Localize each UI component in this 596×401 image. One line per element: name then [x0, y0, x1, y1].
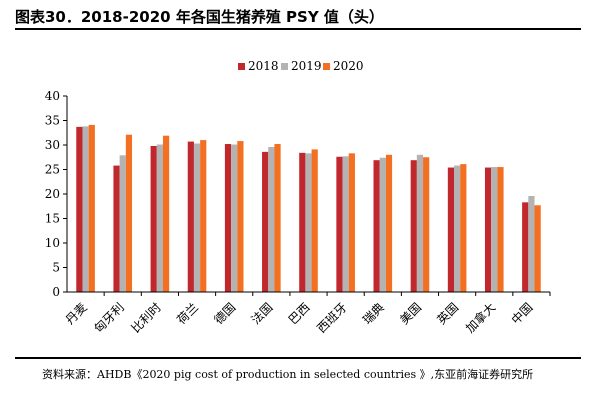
bar-2018 [113, 165, 120, 292]
legend-swatch-2020 [323, 63, 330, 70]
bar-2020 [497, 167, 504, 292]
x-tick-label: 美国 [397, 300, 424, 327]
bar-2020 [311, 149, 318, 292]
x-tick-label: 中国 [508, 300, 536, 328]
bar-2020 [200, 140, 207, 292]
legend-label-2020: 2020 [333, 59, 364, 73]
bar-2020 [385, 154, 393, 292]
x-tick-label: 西班牙 [314, 300, 349, 335]
legend-swatch-2018 [238, 63, 245, 70]
y-tick-label: 30 [45, 138, 60, 152]
x-tick-label: 匈牙利 [91, 300, 126, 335]
figure-title: 图表30．2018-2020 年各国生猪养殖 PSY 值（头） [15, 8, 384, 26]
y-tick-label: 25 [45, 163, 60, 177]
x-tick-label: 英国 [434, 300, 461, 327]
bar-2018 [484, 167, 492, 292]
bar-2019 [416, 154, 424, 292]
source-rule [15, 357, 581, 359]
x-tick-label: 比利时 [129, 300, 164, 335]
bar-2020 [125, 134, 133, 292]
bar-2019 [305, 153, 312, 292]
bar-2019 [82, 126, 89, 292]
x-tick-label: 加拿大 [462, 300, 498, 336]
x-tick-label: 丹麦 [63, 300, 90, 327]
bar-2018 [187, 141, 194, 292]
bar-2018 [224, 144, 232, 292]
bar-2019 [231, 144, 238, 292]
bar-2019 [379, 157, 386, 292]
y-tick-label: 0 [52, 285, 60, 299]
legend-label-2019: 2019 [291, 59, 322, 73]
y-tick-label: 20 [45, 187, 60, 201]
bar-2018 [150, 145, 157, 292]
y-axis: 0 5 10 15 20 25 30 35 40 [45, 89, 68, 299]
bar-2018 [410, 160, 417, 292]
bar-2018 [522, 202, 529, 292]
bar-2020 [274, 144, 281, 292]
bar-2018 [447, 167, 455, 292]
x-tick-label: 巴西 [286, 300, 313, 327]
bar-2018 [76, 126, 83, 293]
bar-2020 [423, 157, 430, 292]
y-tick-label: 15 [45, 212, 60, 226]
title-rule [15, 28, 581, 30]
x-tick-label: 法国 [249, 300, 276, 327]
bar-2020 [534, 205, 541, 292]
bar-2019 [268, 146, 275, 292]
bars [76, 124, 541, 293]
bar-2020 [460, 164, 467, 292]
bar-2019 [119, 155, 126, 292]
bar-2019 [454, 165, 461, 292]
bar-2019 [193, 143, 201, 292]
y-tick-label: 10 [45, 236, 60, 250]
y-tick-label: 35 [45, 114, 60, 128]
x-tick-label: 瑞典 [360, 300, 387, 327]
y-tick-label: 40 [45, 89, 60, 103]
bar-2019 [156, 144, 163, 292]
bar-2020 [88, 124, 95, 292]
legend-swatch-2019 [281, 63, 288, 70]
x-axis: 丹麦 匈牙利 比利时 荷兰 德国 法国 巴西 西班牙 瑞典 美国 英国 加拿大 中国 [63, 291, 551, 336]
bar-2020 [162, 135, 170, 292]
source-note: 资料来源：AHDB《2020 pig cost of production in… [42, 368, 534, 381]
bar-2018 [299, 152, 306, 292]
bar-2020 [237, 141, 244, 292]
bar-2018 [262, 151, 269, 292]
legend-label-2018: 2018 [248, 59, 279, 73]
bar-2019 [342, 156, 349, 292]
x-tick-label: 德国 [211, 300, 239, 328]
x-tick-label: 荷兰 [174, 300, 201, 327]
bar-2018 [336, 156, 343, 292]
bar-2019 [491, 167, 498, 292]
bar-2018 [373, 160, 380, 292]
legend: 2018 2019 2020 [238, 59, 364, 73]
bar-2019 [528, 195, 535, 292]
y-tick-label: 5 [52, 261, 60, 275]
bar-2020 [348, 153, 355, 292]
